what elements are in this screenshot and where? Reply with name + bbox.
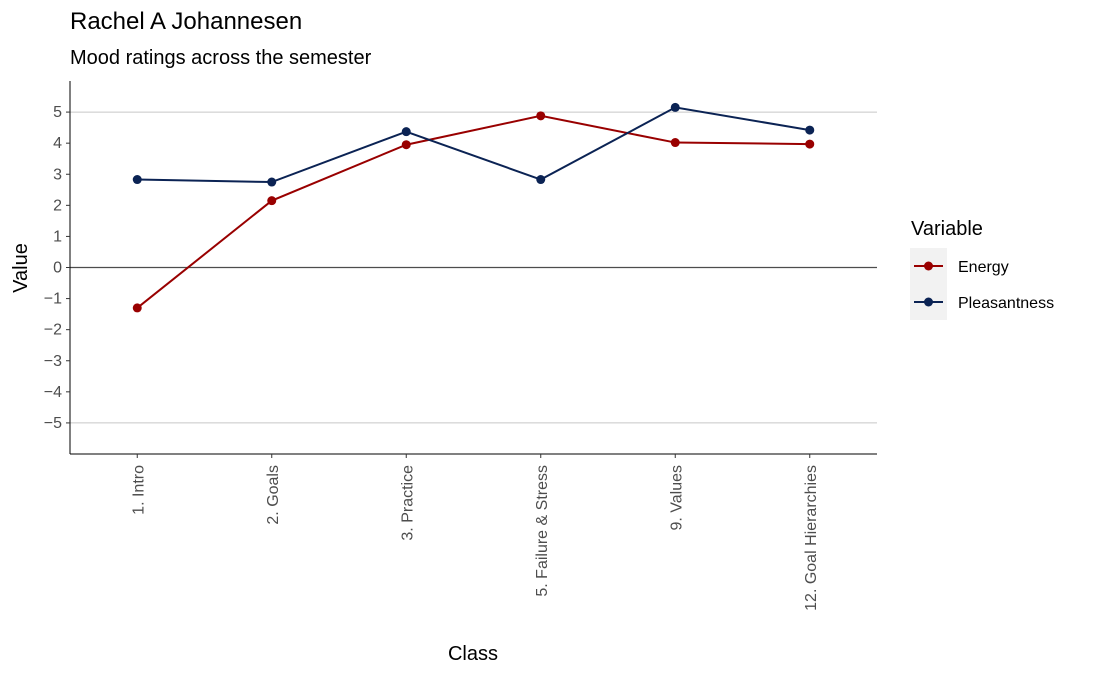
legend-point-energy bbox=[924, 261, 933, 271]
data-point-energy bbox=[670, 138, 680, 148]
y-tick-label: 3 bbox=[53, 166, 62, 183]
data-point-pleasantness bbox=[805, 125, 815, 135]
data-point-pleasantness bbox=[401, 127, 411, 137]
data-point-pleasantness bbox=[670, 102, 680, 112]
plot-area: 5 4 3 2 1 0 −1 −2 −3 −4 −5 1. Intro 2. Goals 3. Prac… bbox=[44, 81, 877, 611]
data-point-energy bbox=[805, 139, 815, 149]
y-tick-label: −2 bbox=[44, 322, 62, 339]
legend-title: Variable bbox=[911, 218, 983, 240]
data-point-energy bbox=[267, 196, 277, 206]
x-axis-ticks: 1. Intro 2. Goals 3. Practice 5. Failure & … bbox=[130, 454, 820, 611]
y-tick-label: 4 bbox=[53, 135, 62, 152]
x-tick-label: 5. Failure & Stress bbox=[534, 465, 551, 597]
y-tick-label: −1 bbox=[44, 291, 62, 308]
y-tick-label: 1 bbox=[53, 228, 62, 245]
legend-label-energy: Energy bbox=[958, 259, 1009, 276]
x-tick-label: 3. Practice bbox=[399, 465, 416, 541]
data-point-energy bbox=[536, 111, 546, 121]
legend-key-background bbox=[910, 248, 947, 320]
series-line-pleasantness bbox=[137, 106, 810, 184]
y-tick-label: −4 bbox=[44, 384, 62, 401]
x-axis-title: Class bbox=[448, 643, 498, 665]
legend-label-pleasantness: Pleasantness bbox=[958, 295, 1054, 312]
data-point-energy bbox=[401, 140, 411, 150]
data-point-energy bbox=[132, 303, 142, 313]
y-tick-label: −5 bbox=[44, 415, 62, 432]
chart-title: Rachel A Johannesen bbox=[70, 8, 302, 35]
y-tick-label: −3 bbox=[44, 353, 62, 370]
data-point-pleasantness bbox=[536, 175, 546, 185]
x-tick-label: 12. Goal Hierarchies bbox=[803, 465, 820, 611]
y-tick-label: 0 bbox=[53, 260, 62, 277]
y-tick-label: 2 bbox=[53, 197, 62, 214]
chart-subtitle: Mood ratings across the semester bbox=[70, 47, 372, 69]
series-layer bbox=[132, 102, 815, 313]
y-tick-label: 5 bbox=[53, 104, 62, 121]
x-tick-label: 2. Goals bbox=[265, 465, 282, 525]
gridlines bbox=[70, 111, 877, 424]
x-tick-label: 1. Intro bbox=[130, 465, 147, 515]
y-axis-title: Value bbox=[10, 243, 32, 293]
x-tick-label: 9. Values bbox=[668, 465, 685, 531]
legend-items: Energy Pleasantness bbox=[914, 259, 1054, 312]
legend-point-pleasantness bbox=[924, 297, 933, 307]
data-point-pleasantness bbox=[132, 175, 142, 185]
y-axis-ticks: 5 4 3 2 1 0 −1 −2 −3 −4 −5 bbox=[44, 104, 70, 432]
data-point-pleasantness bbox=[267, 177, 277, 187]
legend: Variable Energy Pleasantness bbox=[910, 218, 1054, 320]
series-line-energy bbox=[136, 114, 810, 309]
